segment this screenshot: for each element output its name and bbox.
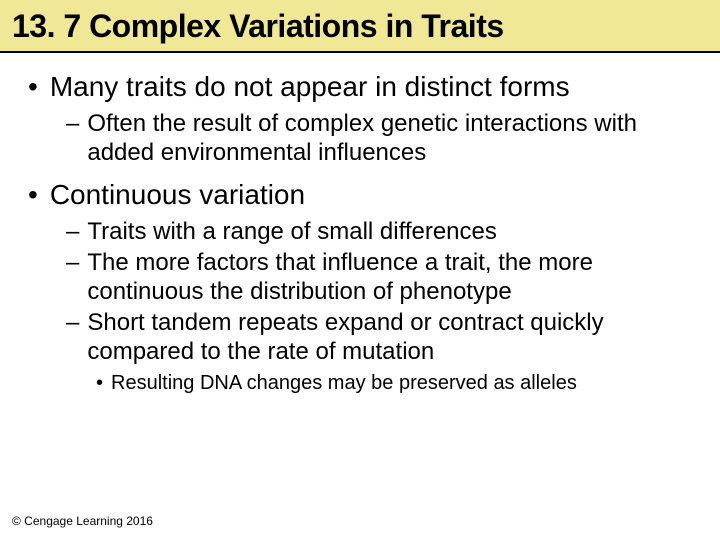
bullet-text: The more factors that influence a trait,…: [87, 248, 692, 306]
bullet-text: Traits with a range of small differences: [87, 217, 497, 246]
list-item: • Resulting DNA changes may be preserved…: [96, 370, 692, 396]
dash-icon: –: [66, 109, 79, 138]
bullet-text: Resulting DNA changes may be preserved a…: [111, 370, 577, 396]
list-item: – Often the result of complex genetic in…: [66, 109, 692, 167]
list-item: • Continuous variation – Traits with a r…: [28, 179, 692, 396]
title-bar: 13. 7 Complex Variations in Traits: [0, 0, 720, 53]
bullet-list: • Many traits do not appear in distinct …: [28, 71, 692, 396]
list-item: – Traits with a range of small differenc…: [66, 217, 692, 246]
bullet-icon: •: [28, 179, 38, 211]
slide-title: 13. 7 Complex Variations in Traits: [12, 8, 708, 45]
bullet-text: Short tandem repeats expand or contract …: [87, 308, 692, 366]
list-item: • Many traits do not appear in distinct …: [28, 71, 692, 167]
sub-sub-list: • Resulting DNA changes may be preserved…: [96, 370, 692, 396]
dash-icon: –: [66, 248, 79, 277]
slide-content: • Many traits do not appear in distinct …: [0, 53, 720, 396]
bullet-text: Many traits do not appear in distinct fo…: [50, 71, 570, 103]
sub-list: – Traits with a range of small differenc…: [66, 217, 692, 366]
dash-icon: –: [66, 308, 79, 337]
bullet-text: Continuous variation: [50, 179, 305, 211]
copyright-footer: © Cengage Learning 2016: [12, 514, 153, 528]
bullet-icon: •: [96, 370, 103, 396]
sub-list: – Often the result of complex genetic in…: [66, 109, 692, 167]
dash-icon: –: [66, 217, 79, 246]
bullet-icon: •: [28, 71, 38, 103]
list-item: – The more factors that influence a trai…: [66, 248, 692, 306]
bullet-text: Often the result of complex genetic inte…: [87, 109, 692, 167]
list-item: – Short tandem repeats expand or contrac…: [66, 308, 692, 366]
